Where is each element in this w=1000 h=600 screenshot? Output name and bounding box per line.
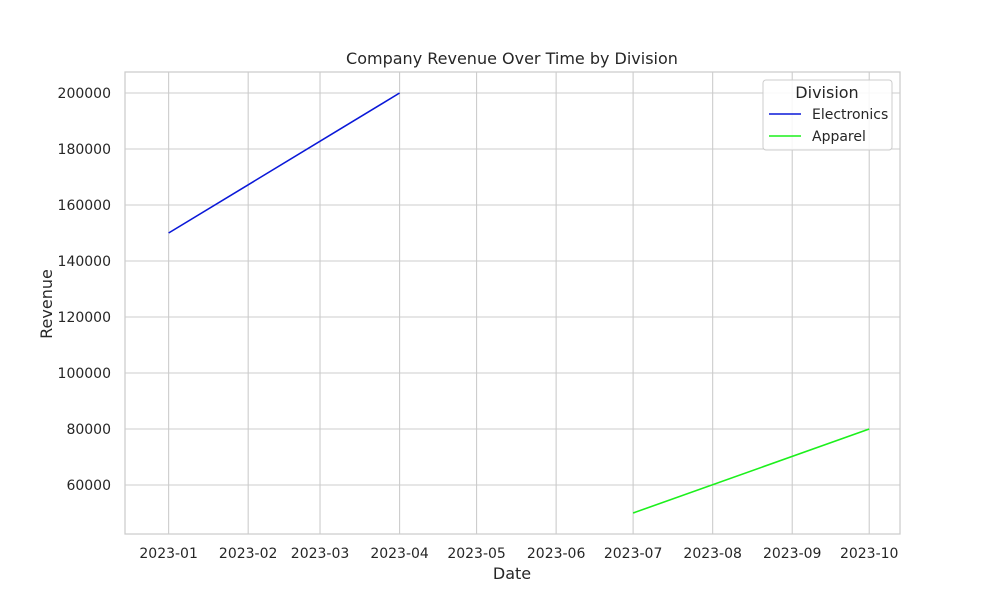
x-tick-label: 2023-10 [840,546,899,562]
x-tick-labels: 2023-01 2023-02 2023-03 2023-04 2023-05 2023-… [139,546,898,562]
y-tick-labels: 60000 80000 100000 120000 140000 160000 180000… [58,86,111,494]
y-tick-label: 100000 [58,366,111,382]
legend-label-electronics: Electronics [812,107,888,123]
legend-box [762,79,893,151]
x-tick-label: 2023-03 [291,546,350,562]
legend: Division Electronics Apparel [762,79,893,151]
y-tick-label: 60000 [66,478,111,494]
x-tick-label: 2023-07 [604,546,663,562]
legend-label-apparel: Apparel [812,129,866,145]
x-tick-label: 2023-06 [527,546,586,562]
x-tick-label: 2023-02 [219,546,278,562]
legend-entries: Electronics Apparel [769,107,888,145]
x-axis-label: Date [493,564,531,583]
y-tick-label: 160000 [58,198,111,214]
x-tick-label: 2023-04 [370,546,429,562]
series-line-apparel [632,428,870,514]
y-tick-label: 200000 [58,86,111,102]
x-tick-label: 2023-01 [139,546,198,562]
x-tick-label: 2023-08 [683,546,742,562]
chart-title: Company Revenue Over Time by Division [346,49,678,68]
series-line-electronics [168,92,401,234]
x-tick-label: 2023-09 [763,546,822,562]
y-tick-label: 120000 [58,310,111,326]
series-lines [168,92,870,514]
x-tick-label: 2023-05 [447,546,506,562]
plot-frame [124,71,901,535]
y-tick-label: 80000 [66,422,111,438]
y-tick-label: 140000 [58,254,111,270]
legend-title: Division [795,83,858,102]
y-axis-label: Revenue [37,269,56,339]
y-tick-label: 180000 [58,142,111,158]
